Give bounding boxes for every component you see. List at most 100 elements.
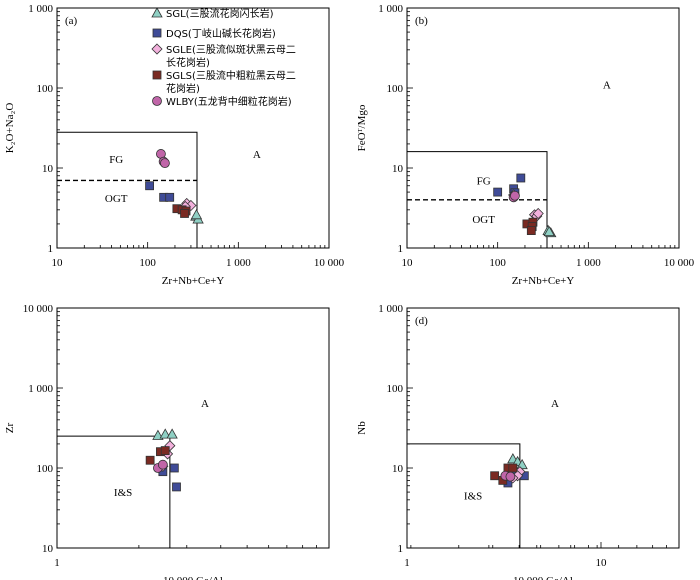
series-sgls: [172, 204, 191, 218]
y-tick-label: 100: [387, 383, 404, 395]
series-sgle: [507, 466, 526, 484]
legend-label-cont: 长花岗岩): [166, 56, 210, 69]
data-point-sgls: [526, 226, 536, 236]
y-tick-label: 100: [37, 83, 54, 95]
panel-4: 1 10 1 10 100 1 000 10 000 Ga/Al Nb (d) I&S A: [356, 303, 680, 580]
x-tick-label: 10 000: [314, 257, 345, 269]
x-axis-label: 10 000 Ga/Al: [513, 575, 573, 580]
legend-marker: [152, 28, 162, 38]
data-point-sgls: [180, 209, 189, 218]
region-label: A: [603, 80, 611, 92]
data-point-dqs: [169, 463, 179, 473]
legend-label: SGL(三股流花岗闪长岩): [166, 7, 274, 20]
x-tick-label: 10: [402, 257, 414, 269]
region-label: A: [253, 149, 261, 161]
legend-marker: [152, 96, 162, 106]
series-wlby: [500, 470, 516, 482]
y-tick-label: 10: [42, 543, 54, 555]
data-point-dqs: [145, 181, 154, 191]
region-label: I&S: [464, 491, 482, 503]
data-point-sgls: [145, 455, 155, 465]
series-sgl: [152, 428, 178, 440]
y-tick-label: 1: [398, 243, 404, 255]
plot-frame: [406, 7, 680, 249]
data-point-wlby: [157, 459, 168, 470]
x-tick-label: 1 000: [576, 257, 601, 269]
y-axis-label: FeOᵀ/Mgo: [356, 104, 368, 151]
y-tick-label: 1 000: [28, 3, 53, 15]
data-point-sgls: [508, 463, 518, 473]
legend-label: DQS(丁岐山碱长花岗岩): [166, 27, 276, 40]
data-point-wlby: [505, 471, 516, 482]
y-tick-label: 1 000: [378, 303, 403, 315]
y-tick-label: 1 000: [28, 383, 53, 395]
x-tick-label: 1 000: [226, 257, 251, 269]
y-tick-label: 100: [37, 463, 54, 475]
panel-3: 1 10 10 100 1 000 10 000 10 000 Ga/Al Zr I&S A: [4, 303, 607, 580]
series-wlby: [156, 149, 170, 169]
panel-label: (d): [415, 315, 428, 327]
data-point-sgls: [160, 446, 170, 456]
field-boundary: [407, 151, 548, 248]
y-tick-label: 10: [392, 463, 404, 475]
data-point-sgl: [159, 428, 171, 439]
x-axis-label: Zr+Nb+Ce+Y: [512, 275, 575, 287]
y-tick-label: 10 000: [23, 303, 54, 315]
x-axis-label: 10 000 Ga/Al: [163, 575, 223, 580]
region-label: I&S: [114, 487, 132, 499]
series-sgl: [507, 453, 528, 470]
y-tick-label: 100: [387, 83, 404, 95]
x-tick-label: 100: [489, 257, 506, 269]
data-point-dqs: [493, 187, 503, 197]
data-point-dqs: [165, 192, 175, 202]
data-point-sgl: [166, 428, 178, 439]
series-dqs: [145, 181, 175, 202]
y-axis-label: K₂O+Na₂O: [4, 103, 16, 154]
legend-marker: [152, 70, 162, 80]
y-tick-label: 1 000: [378, 3, 403, 15]
series-dqs: [493, 173, 526, 198]
x-tick-label: 10: [596, 557, 608, 569]
data-point-sgl: [190, 208, 203, 220]
y-axis-label: Zr: [4, 422, 16, 433]
field-boundary: [407, 443, 521, 548]
series-sgls: [522, 217, 538, 236]
field-boundary: [57, 131, 198, 248]
plot-frame: [56, 307, 330, 549]
plot-frame: [406, 307, 680, 549]
x-axis-label: Zr+Nb+Ce+Y: [162, 275, 225, 287]
data-point-dqs: [516, 173, 526, 183]
series-wlby: [508, 190, 520, 203]
x-tick-label: 1: [404, 557, 410, 569]
region-label: OGT: [105, 193, 128, 205]
legend-label: SGLE(三股流似斑状黑云母二: [166, 43, 296, 56]
data-point-sgl: [543, 225, 555, 237]
panel-label: (b): [415, 15, 428, 27]
data-point-dqs: [172, 482, 181, 492]
legend-label: WLBY(五龙背中细粒花岗岩): [166, 95, 292, 108]
data-point-wlby: [160, 158, 170, 169]
legend-label-cont: 花岗岩): [166, 82, 200, 95]
x-tick-label: 10: [52, 257, 64, 269]
region-label: FG: [477, 175, 491, 187]
series-wlby: [153, 459, 168, 473]
series-sgls: [145, 446, 170, 465]
legend: SGL(三股流花岗闪长岩) DQS(丁岐山碱长花岗岩) SGLE(三股流似斑状黑云母…: [151, 7, 296, 108]
legend-label: SGLS(三股流中粗粒黑云母二: [166, 69, 296, 82]
y-tick-label: 10: [42, 163, 54, 175]
region-label: A: [551, 398, 559, 410]
data-point-sgle: [532, 207, 544, 220]
legend-marker: [151, 43, 163, 55]
x-tick-label: 100: [139, 257, 156, 269]
legend-marker: [151, 7, 163, 18]
y-tick-label: 1: [398, 543, 404, 555]
data-point-sgls: [490, 471, 500, 481]
data-point-wlby: [510, 190, 520, 201]
y-axis-label: Nb: [356, 421, 368, 435]
region-label: OGT: [472, 214, 495, 226]
plot-frame: [56, 7, 330, 249]
series-sgl: [542, 224, 557, 238]
